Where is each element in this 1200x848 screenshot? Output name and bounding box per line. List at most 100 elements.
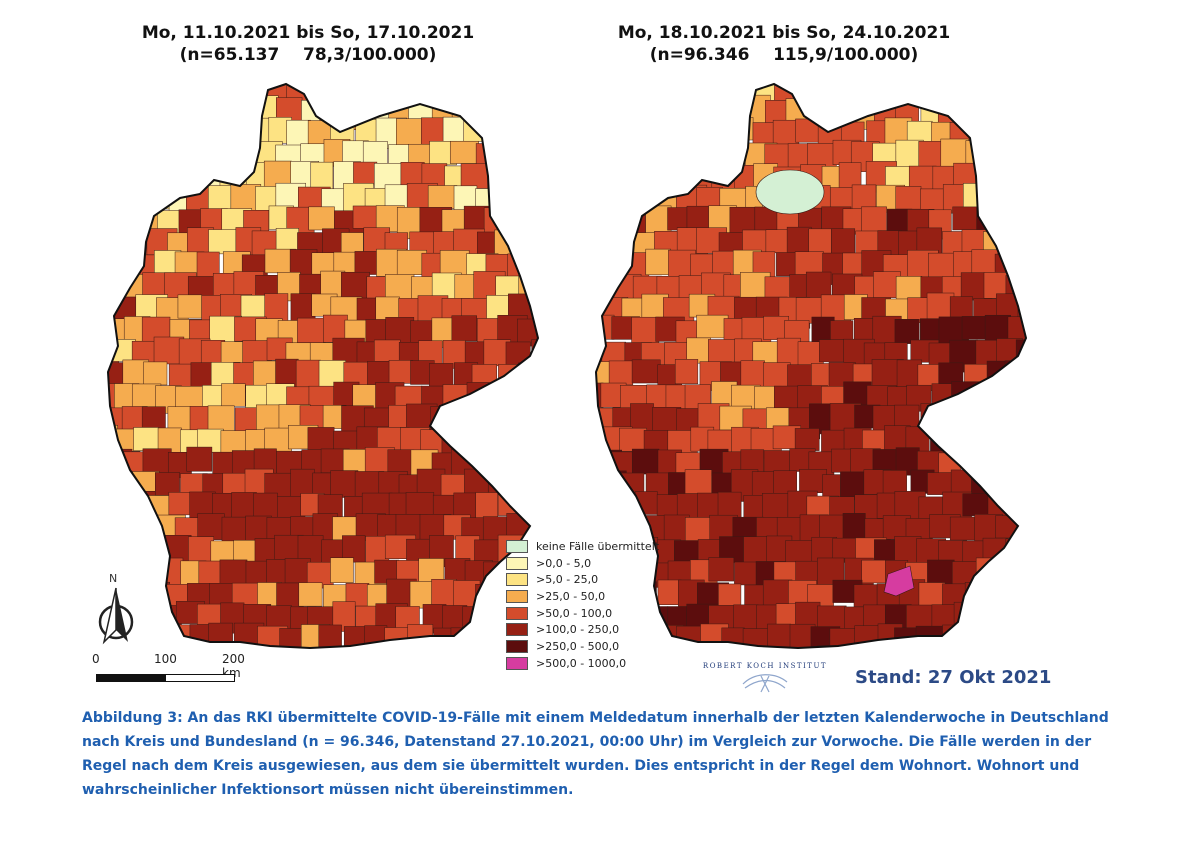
district	[700, 95, 731, 126]
district	[600, 513, 631, 536]
district-cells	[90, 76, 560, 676]
district	[432, 579, 457, 607]
district	[518, 405, 544, 437]
district	[1032, 403, 1048, 429]
district	[486, 76, 518, 105]
district	[90, 539, 107, 567]
legend-swatch	[506, 623, 528, 636]
district	[90, 293, 100, 318]
district	[509, 161, 533, 191]
district	[506, 471, 528, 500]
district	[1015, 473, 1045, 495]
district	[921, 403, 944, 434]
district	[299, 668, 328, 676]
district	[187, 447, 212, 471]
district	[578, 76, 581, 97]
district	[675, 359, 698, 383]
district	[461, 164, 489, 189]
district	[104, 540, 127, 564]
district	[669, 117, 694, 142]
district	[1006, 539, 1035, 565]
district	[591, 495, 613, 520]
district	[952, 429, 977, 458]
district	[866, 78, 889, 104]
district	[378, 79, 403, 103]
district	[553, 255, 560, 279]
district	[647, 162, 670, 192]
district	[933, 77, 965, 105]
district	[90, 359, 110, 382]
district	[624, 76, 653, 101]
rki-logo-text: ROBERT KOCH INSTITUT	[700, 662, 830, 670]
district	[1029, 277, 1048, 308]
district	[463, 647, 490, 676]
district	[1009, 100, 1032, 130]
district	[111, 339, 135, 361]
district	[581, 294, 605, 324]
district	[542, 187, 560, 216]
district	[91, 119, 113, 150]
district	[894, 405, 919, 428]
district	[763, 363, 790, 387]
district	[538, 316, 560, 340]
district	[578, 164, 581, 192]
district	[506, 427, 536, 449]
district	[1027, 97, 1048, 122]
district	[253, 361, 276, 387]
district	[232, 492, 257, 519]
district	[1016, 340, 1039, 371]
district	[528, 164, 555, 195]
district	[1042, 297, 1048, 327]
district	[578, 383, 603, 408]
district	[1005, 361, 1033, 391]
district	[498, 185, 529, 208]
district	[90, 317, 106, 341]
stand-date: Stand: 27 Okt 2021	[855, 667, 1051, 688]
district	[611, 671, 636, 676]
district	[90, 162, 114, 189]
district	[578, 185, 596, 211]
district	[996, 606, 1018, 629]
district	[245, 118, 270, 143]
scale-segment-dark	[96, 674, 166, 682]
district	[722, 98, 746, 125]
district	[476, 493, 498, 519]
district	[452, 316, 477, 341]
district	[966, 141, 990, 166]
district	[146, 99, 170, 122]
district	[601, 251, 625, 278]
district	[450, 141, 478, 163]
district	[578, 98, 594, 125]
district	[587, 188, 616, 211]
district	[1019, 163, 1045, 191]
district	[549, 205, 560, 228]
district	[477, 407, 507, 434]
scale-label-100: 100	[154, 652, 177, 666]
district	[521, 447, 550, 475]
district	[774, 76, 802, 100]
district	[994, 382, 1026, 406]
district	[587, 143, 618, 165]
district	[994, 205, 1016, 236]
legend-swatch	[506, 657, 528, 670]
district	[396, 119, 422, 148]
district	[589, 96, 616, 120]
district	[709, 558, 734, 582]
district	[611, 494, 637, 517]
district	[285, 559, 310, 584]
district	[550, 472, 560, 500]
district	[153, 120, 178, 143]
district	[634, 143, 665, 171]
district	[257, 670, 283, 676]
district	[795, 428, 819, 450]
district	[542, 142, 560, 165]
district	[997, 164, 1021, 189]
district	[621, 210, 645, 233]
district	[788, 365, 814, 388]
district	[1028, 141, 1048, 173]
district	[619, 428, 646, 451]
district	[135, 601, 166, 631]
district	[632, 360, 660, 383]
district	[307, 76, 329, 97]
district	[1010, 142, 1039, 172]
